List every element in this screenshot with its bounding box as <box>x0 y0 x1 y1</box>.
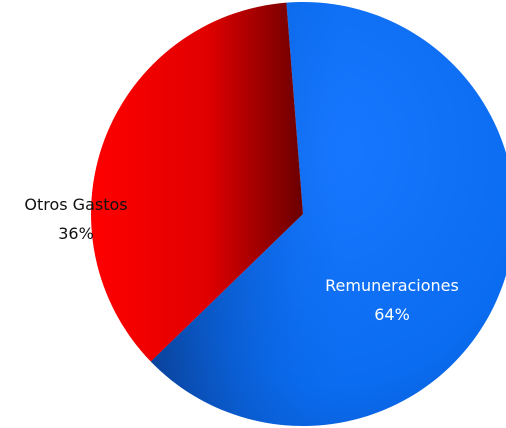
slice-label-percent: 64% <box>374 305 410 324</box>
label-remuneraciones: Remuneraciones 64% <box>325 276 459 324</box>
slices-layer <box>91 2 506 426</box>
pie-slice-otros-gastos <box>91 2 303 362</box>
slice-label-name: Remuneraciones <box>325 276 459 295</box>
pie-slice-shading <box>150 2 506 426</box>
slice-label-percent: 36% <box>58 224 94 243</box>
slice-label-name: Otros Gastos <box>24 195 127 214</box>
label-otros-gastos: Otros Gastos 36% <box>24 195 127 243</box>
